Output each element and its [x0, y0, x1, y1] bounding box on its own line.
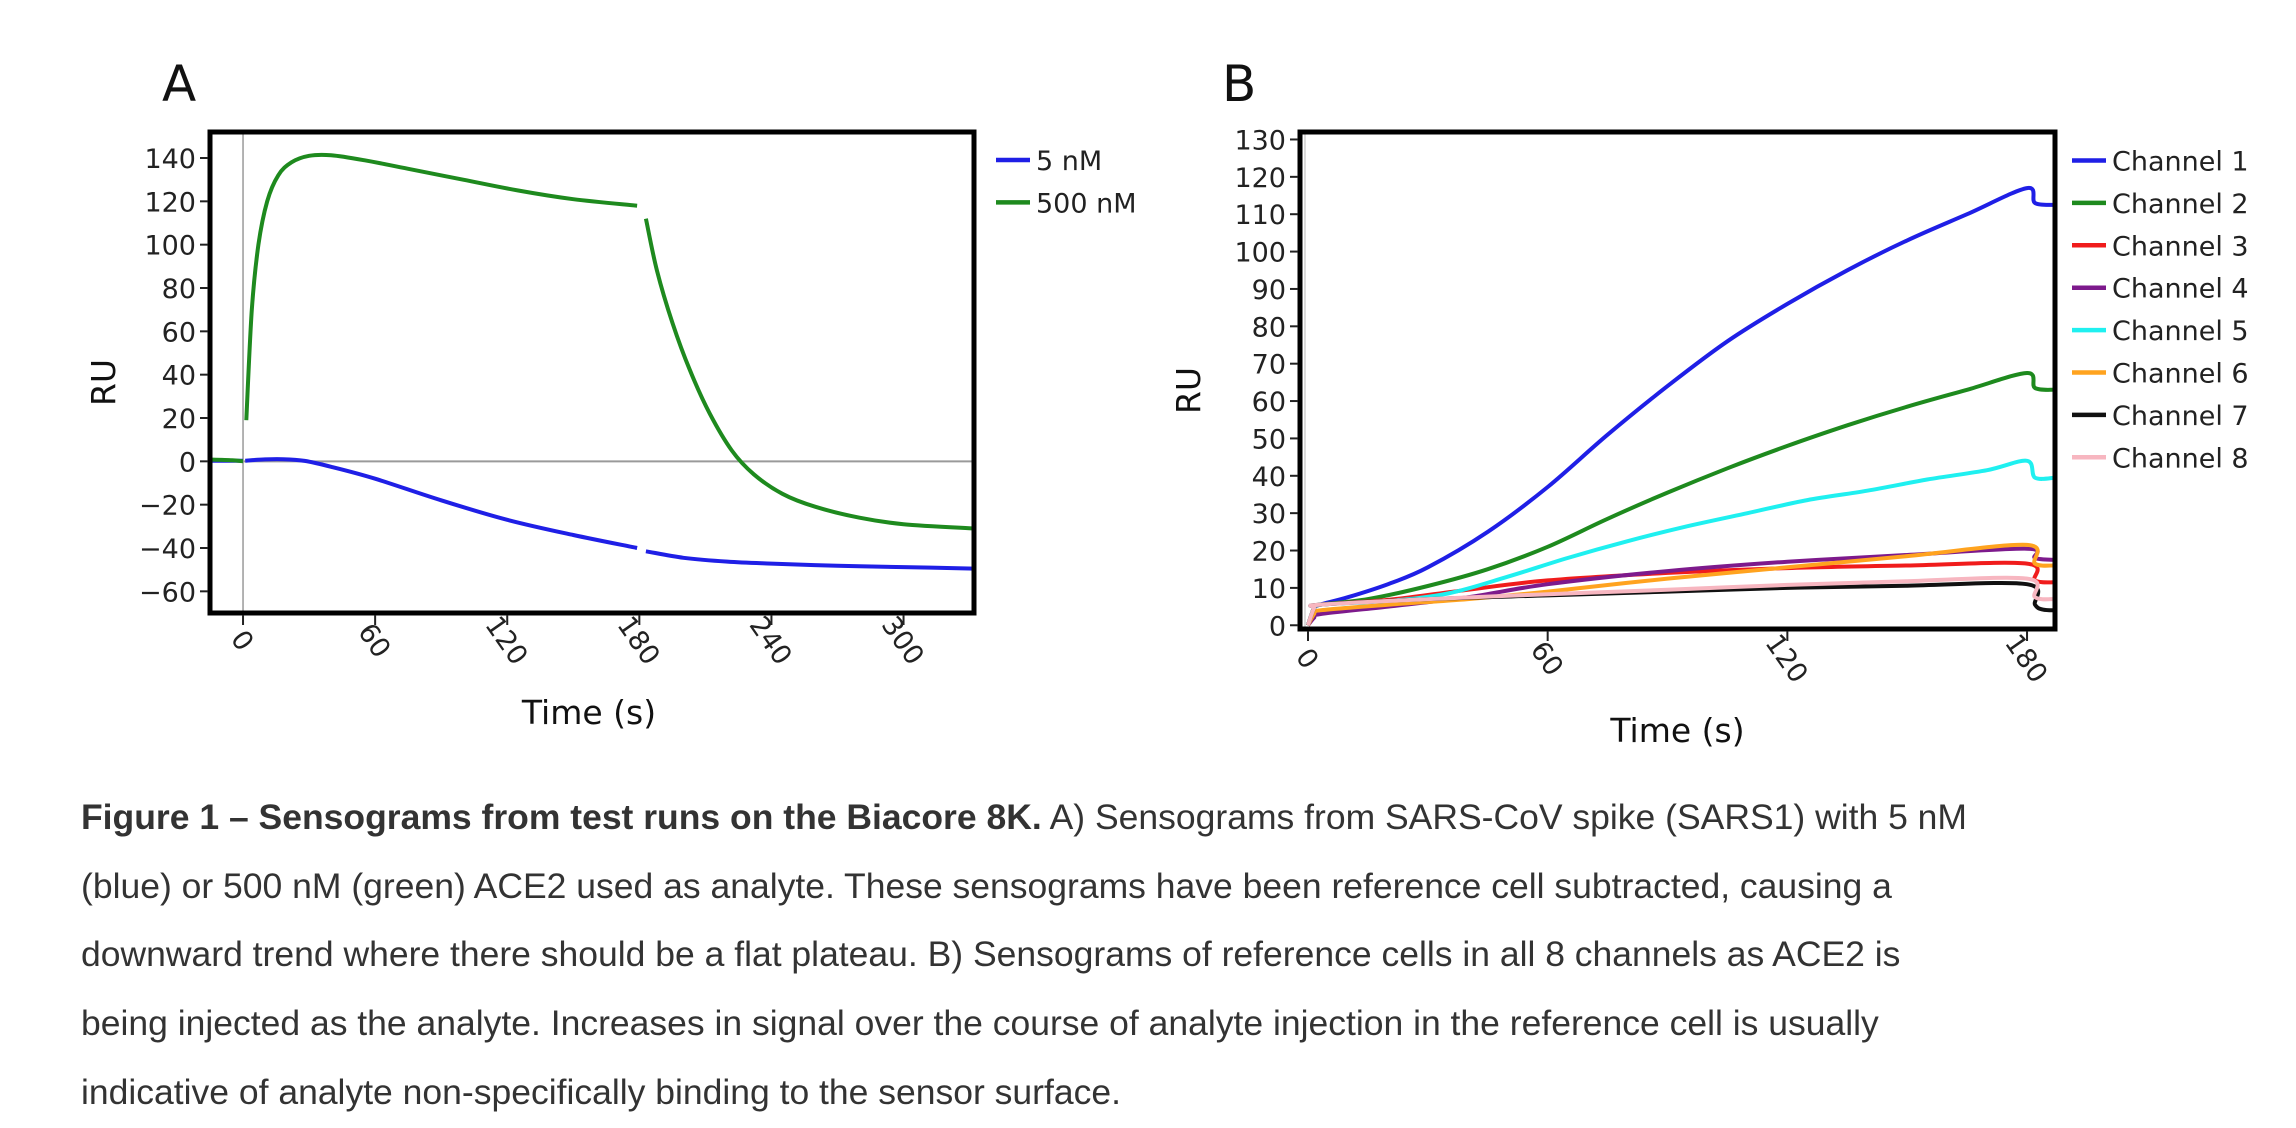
- y-tick-label: 140: [144, 144, 196, 175]
- x-tick-label: 0: [224, 625, 259, 657]
- y-tick-label: 0: [1269, 611, 1286, 642]
- panel-label: B: [1222, 55, 1256, 113]
- y-tick-label: 70: [1252, 350, 1286, 381]
- y-axis-title: RU: [84, 359, 123, 406]
- series-line-channel-1: [1306, 186, 2056, 626]
- figure-caption: Figure 1 – Sensograms from test runs on …: [81, 783, 2281, 1127]
- legend-label: 5 nM: [1036, 146, 1102, 177]
- x-tick-label: 0: [1289, 643, 1324, 675]
- legend-label: Channel 6: [2112, 359, 2249, 390]
- y-tick-label: −40: [139, 534, 196, 565]
- y-tick-label: 60: [162, 317, 196, 348]
- caption-text-1: A) Sensograms from SARS-CoV spike (SARS1…: [1041, 797, 1967, 837]
- series-line-5-nm-seg1: [245, 457, 638, 550]
- y-tick-label: 100: [1234, 238, 1286, 269]
- y-tick-label: 40: [1252, 462, 1286, 493]
- y-tick-label: 60: [1252, 387, 1286, 418]
- y-tick-label: 110: [1234, 200, 1286, 231]
- y-tick-label: 130: [1234, 125, 1286, 156]
- y-tick-label: 120: [144, 187, 196, 218]
- y-tick-label: 20: [162, 404, 196, 435]
- x-tick-label: 240: [743, 611, 798, 671]
- x-tick-label: 300: [875, 611, 930, 671]
- plot-frame: [207, 129, 977, 616]
- series-line-channel-8: [1306, 575, 2056, 626]
- y-tick-label: 80: [162, 274, 196, 305]
- y-tick-label: 120: [1234, 163, 1286, 194]
- x-tick-label: 120: [479, 611, 534, 671]
- y-tick-label: 10: [1252, 574, 1286, 605]
- legend-label: Channel 2: [2112, 189, 2249, 220]
- legend-label: Channel 5: [2112, 316, 2249, 347]
- series-line-500-nm-seg0: [209, 457, 244, 464]
- y-tick-label: 80: [1252, 312, 1286, 343]
- caption-line-1: Figure 1 – Sensograms from test runs on …: [81, 783, 2281, 852]
- caption-line-2: (blue) or 500 nM (green) ACE2 used as an…: [81, 865, 1892, 906]
- panel-label: A: [162, 55, 196, 113]
- y-tick-label: 50: [1252, 424, 1286, 455]
- series-line-channel-6: [1306, 542, 2056, 627]
- x-tick-label: 60: [351, 618, 396, 664]
- legend-label: Channel 7: [2112, 401, 2249, 432]
- caption-title: Figure 1 – Sensograms from test runs on …: [81, 797, 1042, 837]
- legend-label: Channel 1: [2112, 147, 2249, 178]
- series-line-500-nm-seg2: [643, 218, 975, 531]
- y-axis-title: RU: [1169, 367, 1208, 414]
- x-tick-label: 120: [1759, 629, 1814, 689]
- y-tick-label: 20: [1252, 537, 1286, 568]
- y-tick-label: 30: [1252, 499, 1286, 530]
- series-line-5-nm-seg2: [645, 549, 975, 571]
- legend-label: Channel 8: [2112, 443, 2249, 474]
- plot-frame: [1297, 129, 2058, 632]
- x-axis-title: Time (s): [521, 693, 656, 732]
- x-tick-label: 180: [1998, 629, 2053, 689]
- legend-label: Channel 4: [2112, 274, 2249, 305]
- caption-line-5: indicative of analyte non-specifically b…: [81, 1071, 1121, 1112]
- legend-label: 500 nM: [1036, 188, 1137, 219]
- y-tick-label: 40: [162, 361, 196, 392]
- caption-line-4: being injected as the analyte. Increases…: [81, 1003, 1879, 1044]
- chart-panel-b: B Channel 1 Channel 2 Channel 3 Channel 4 Cha…: [1169, 55, 2249, 750]
- x-tick-label: 180: [611, 611, 666, 671]
- series-line-500-nm-seg1: [244, 152, 638, 421]
- y-tick-label: −60: [139, 577, 196, 608]
- chart-panel-a: A 5 nM 500 nM −60 −40 −20 0 20 40 60 80 100 120 140 0 6…: [84, 55, 1137, 732]
- x-tick-label: 60: [1524, 636, 1569, 682]
- caption-line-3: downward trend where there should be a f…: [81, 934, 1901, 975]
- y-tick-label: 100: [144, 231, 196, 262]
- y-tick-label: 90: [1252, 275, 1286, 306]
- legend-label: Channel 3: [2112, 231, 2249, 262]
- y-tick-label: 0: [179, 447, 196, 478]
- x-axis-title: Time (s): [1609, 711, 1744, 750]
- y-tick-label: −20: [139, 491, 196, 522]
- series-line-channel-4: [1306, 546, 2056, 627]
